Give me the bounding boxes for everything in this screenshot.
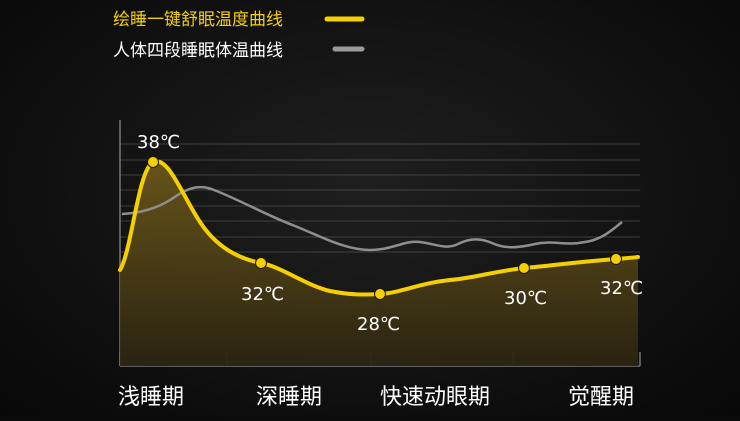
- data-point-marker: [255, 257, 267, 269]
- category-label-3: 觉醒期: [568, 385, 634, 410]
- category-label-0: 浅睡期: [118, 385, 184, 410]
- legend-label-yellow: 绘睡一键舒眠温度曲线: [113, 10, 283, 30]
- category-label-2: 快速动眼期: [380, 385, 490, 410]
- data-markers: [147, 156, 622, 300]
- data-point-marker: [374, 288, 386, 300]
- data-point-label: 30℃: [504, 288, 547, 309]
- data-point-label: 28℃: [357, 314, 400, 335]
- gray-series-line: [121, 185, 623, 252]
- data-point-marker: [147, 156, 159, 168]
- x-tick-labels: 浅睡期 深睡期 快速动眼期 觉醒期: [118, 385, 634, 410]
- data-point-label: 32℃: [600, 278, 643, 299]
- yellow-series-line: [118, 159, 640, 297]
- category-label-1: 深睡期: [256, 385, 322, 410]
- data-point-label: 38℃: [137, 132, 180, 153]
- data-point-label: 32℃: [241, 284, 284, 305]
- data-point-marker: [610, 253, 622, 265]
- yellow-area-fill: [120, 161, 638, 366]
- legend: 绘睡一键舒眠温度曲线 人体四段睡眠体温曲线: [113, 10, 365, 61]
- legend-label-gray: 人体四段睡眠体温曲线: [113, 41, 283, 61]
- data-labels: 38℃ 32℃ 28℃ 30℃ 32℃: [137, 132, 643, 335]
- data-point-marker: [518, 262, 530, 274]
